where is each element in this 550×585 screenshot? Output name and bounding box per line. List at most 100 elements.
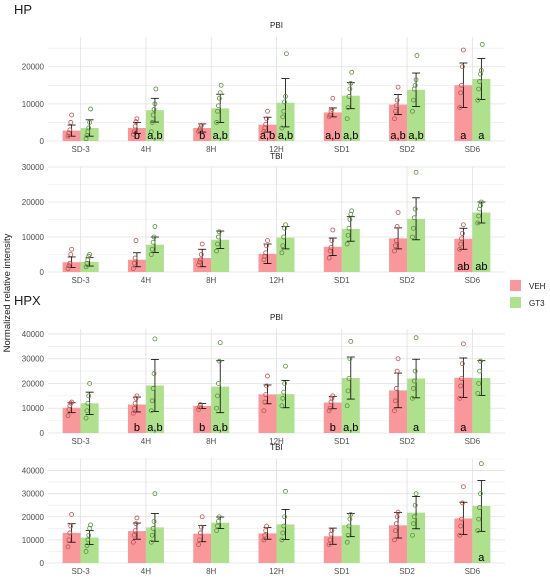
- data-point: [87, 120, 93, 125]
- bar-veh: [258, 533, 277, 563]
- data-point: [479, 42, 485, 47]
- data-point: [328, 245, 334, 250]
- bar-gt3: [407, 378, 426, 433]
- data-point: [460, 222, 466, 228]
- data-point: [130, 410, 136, 416]
- data-point: [152, 224, 158, 229]
- data-point: [133, 238, 139, 243]
- data-point: [216, 519, 221, 524]
- data-point: [412, 206, 418, 212]
- data-point: [477, 505, 482, 510]
- x-tick-label: SD6: [465, 145, 481, 154]
- x-tick-label: SD1: [334, 145, 350, 154]
- data-point: [348, 81, 354, 86]
- data-point: [130, 131, 136, 137]
- data-point: [69, 399, 75, 405]
- data-point: [459, 376, 464, 381]
- data-point: [460, 47, 466, 53]
- data-point: [215, 241, 220, 247]
- data-point: [458, 523, 464, 529]
- y-tick-label: 20000: [22, 198, 45, 207]
- data-point: [150, 112, 156, 118]
- data-point: [460, 484, 466, 490]
- x-tick-label: 12H: [269, 276, 284, 285]
- significance-label: b: [134, 130, 140, 142]
- section-title-hp: HP: [14, 2, 32, 17]
- significance-label: a,b: [147, 422, 162, 434]
- x-tick-label: 12H: [269, 567, 284, 576]
- data-point: [199, 514, 205, 520]
- data-point: [345, 105, 351, 110]
- legend-key-gt3: [510, 297, 521, 308]
- data-point: [198, 530, 203, 536]
- data-point: [265, 238, 270, 243]
- panel-hpx-tbi: TBI 0 10000 20000 30000 40000 a SD-3 4H 8H 12H SD1 S…: [22, 443, 505, 576]
- data-point: [394, 514, 400, 520]
- y-tick-label: 40000: [22, 330, 45, 339]
- data-point: [346, 523, 352, 529]
- data-point: [457, 105, 463, 110]
- data-point: [347, 356, 353, 362]
- data-point: [148, 408, 154, 414]
- data-point: [281, 234, 287, 240]
- data-point: [279, 537, 285, 543]
- data-point: [280, 114, 286, 120]
- data-point: [261, 128, 267, 134]
- data-point: [264, 523, 270, 529]
- data-point: [347, 86, 353, 92]
- data-point: [148, 252, 154, 257]
- data-point: [263, 121, 269, 127]
- bar-veh: [323, 112, 342, 141]
- data-point: [411, 378, 417, 384]
- data-point: [131, 129, 137, 135]
- data-point: [475, 528, 481, 534]
- data-point: [478, 491, 483, 497]
- data-point: [476, 516, 482, 522]
- data-point: [476, 381, 482, 386]
- data-point: [346, 94, 352, 99]
- bar-gt3: [472, 212, 491, 272]
- data-point: [410, 395, 415, 401]
- x-tick-label: SD6: [465, 437, 481, 446]
- data-point: [150, 525, 156, 531]
- data-point: [413, 77, 419, 83]
- data-point: [66, 263, 72, 269]
- data-point: [282, 381, 288, 386]
- data-point: [459, 516, 464, 522]
- data-point: [148, 539, 154, 545]
- data-point: [69, 246, 75, 252]
- data-point: [392, 116, 397, 122]
- data-point: [65, 266, 71, 271]
- significance-label: a,b: [408, 130, 423, 142]
- data-point: [83, 136, 89, 142]
- x-tick-label: SD2: [399, 145, 415, 154]
- data-point: [65, 544, 71, 550]
- significance-label: b: [199, 130, 205, 142]
- data-point: [326, 542, 332, 547]
- x-tick-label: SD-3: [72, 567, 91, 576]
- data-point: [66, 537, 72, 543]
- x-tick-label: SD-3: [72, 276, 91, 285]
- significance-label: ab: [457, 261, 469, 273]
- data-point: [134, 116, 140, 122]
- significance-label: a: [478, 552, 485, 564]
- data-point: [68, 252, 74, 257]
- x-tick-label: 4H: [141, 145, 151, 154]
- data-point: [83, 415, 89, 421]
- data-point: [215, 523, 220, 529]
- data-point: [393, 103, 399, 109]
- data-point: [392, 528, 398, 534]
- data-point: [345, 532, 351, 538]
- data-point: [87, 252, 93, 257]
- data-point: [280, 530, 286, 536]
- data-point: [65, 413, 71, 419]
- data-point: [329, 528, 335, 534]
- significance-label: b: [330, 422, 336, 434]
- data-point: [346, 225, 352, 231]
- significance-label: a,b: [390, 130, 405, 142]
- data-point: [459, 236, 464, 242]
- data-point: [349, 69, 355, 75]
- data-point: [263, 392, 269, 398]
- y-tick-label: 10000: [22, 404, 45, 413]
- data-point: [279, 250, 285, 256]
